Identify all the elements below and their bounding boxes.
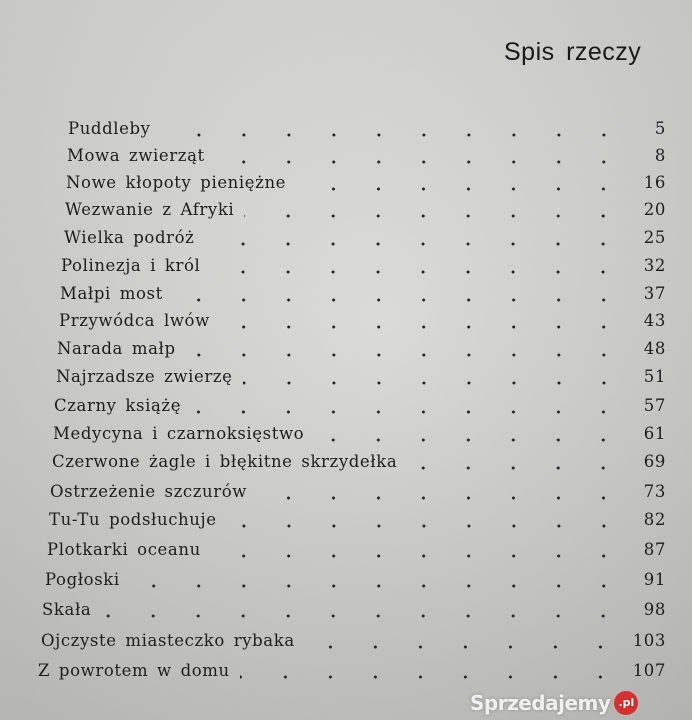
entry-title: Czarny książę xyxy=(54,396,182,415)
dot-leader xyxy=(244,213,626,219)
dot-leader xyxy=(242,380,626,386)
dot-leader xyxy=(210,269,626,275)
entry-page: 43 xyxy=(643,311,666,330)
dot-leader xyxy=(257,495,626,501)
entry-page: 48 xyxy=(643,339,666,358)
entry-page: 37 xyxy=(643,284,666,303)
toc-entry: Puddleby 5 xyxy=(68,119,666,143)
toc-entry: Pogłoski 91 xyxy=(45,570,666,594)
watermark-badge: .pl xyxy=(614,691,639,715)
entry-title: Najrzadsze zwierzę xyxy=(56,367,233,386)
entry-title: Małpi most xyxy=(60,284,163,303)
entry-title: Tu-Tu podsłuchuje xyxy=(49,510,217,529)
dot-leader xyxy=(239,674,623,680)
entry-page: 25 xyxy=(643,228,666,247)
entry-title: Mowa zwierząt xyxy=(67,146,205,165)
entry-page: 16 xyxy=(643,173,666,192)
entry-page: 57 xyxy=(643,396,666,415)
toc-entry: Nowe kłopoty pieniężne 16 xyxy=(66,173,666,197)
toc-entry: Plotkarki oceanu 87 xyxy=(47,540,666,564)
toc-entry: Medycyna i czarnoksięstwo 61 xyxy=(53,424,666,448)
dot-leader xyxy=(204,241,626,247)
entry-page: 98 xyxy=(643,600,666,619)
toc-entry: Narada małp 48 xyxy=(57,339,666,363)
toc-entry: Małpi most 37 xyxy=(60,284,666,308)
dot-leader xyxy=(191,409,626,415)
entry-page: 51 xyxy=(643,367,666,386)
entry-title: Puddleby xyxy=(68,119,151,138)
entry-page: 107 xyxy=(632,661,666,680)
dot-leader xyxy=(214,159,626,165)
toc-entry: Z powrotem w domu 107 xyxy=(38,661,666,685)
dot-leader xyxy=(129,583,626,589)
watermark-text: Sprzedajemy xyxy=(470,691,611,715)
dot-leader xyxy=(101,613,626,619)
dot-leader xyxy=(296,186,626,192)
entry-title: Pogłoski xyxy=(45,570,120,589)
entry-title: Ostrzeżenie szczurów xyxy=(50,482,248,501)
dot-leader xyxy=(407,465,626,471)
entry-title: Plotkarki oceanu xyxy=(47,540,201,559)
entry-title: Czerwone żagle i błękitne skrzydełka xyxy=(52,452,398,471)
entry-page: 73 xyxy=(643,482,666,501)
entry-page: 32 xyxy=(643,256,666,275)
entry-page: 91 xyxy=(643,570,666,589)
entry-title: Medycyna i czarnoksięstwo xyxy=(53,424,305,443)
entry-page: 61 xyxy=(643,424,666,443)
toc-entry: Czerwone żagle i błękitne skrzydełka 69 xyxy=(52,452,666,476)
dot-leader xyxy=(160,132,626,138)
toc-entry: Czarny książę 57 xyxy=(54,396,666,420)
entry-page: 20 xyxy=(643,200,666,219)
entry-title: Ojczyste miasteczko rybaka xyxy=(41,631,295,650)
toc-entry: Przywódca lwów 43 xyxy=(59,311,666,335)
entry-title: Wezwanie z Afryki xyxy=(65,200,235,219)
entry-title: Z powrotem w domu xyxy=(38,661,230,680)
toc-entry: Najrzadsze zwierzę 51 xyxy=(56,367,666,391)
toc-entry: Polinezja i król 32 xyxy=(61,256,666,280)
entry-page: 82 xyxy=(643,510,666,529)
entry-title: Wielka podróż xyxy=(64,228,195,247)
page-title: Spis rzeczy xyxy=(504,38,642,66)
dot-leader xyxy=(314,437,626,443)
dot-leader xyxy=(219,324,626,330)
entry-page: 5 xyxy=(654,119,666,138)
watermark-logo: Sprzedajemy .pl xyxy=(470,691,639,715)
toc-entry: Mowa zwierząt 8 xyxy=(67,146,666,170)
dot-leader xyxy=(185,352,626,358)
entry-title: Polinezja i król xyxy=(61,256,201,275)
toc-entry: Wielka podróż 25 xyxy=(64,228,666,252)
entry-page: 87 xyxy=(643,540,666,559)
toc-entry: Skała 98 xyxy=(42,600,666,624)
entry-page: 103 xyxy=(632,631,666,650)
entry-title: Nowe kłopoty pieniężne xyxy=(66,173,287,192)
entry-title: Skała xyxy=(42,600,92,619)
toc-entry: Wezwanie z Afryki 20 xyxy=(65,200,666,224)
entry-title: Przywódca lwów xyxy=(59,311,210,330)
toc-entry: Ostrzeżenie szczurów 73 xyxy=(50,482,666,506)
entry-page: 69 xyxy=(643,452,666,471)
dot-leader xyxy=(226,523,626,529)
entry-title: Narada małp xyxy=(57,339,176,358)
dot-leader xyxy=(210,553,626,559)
dot-leader xyxy=(172,297,626,303)
toc-entry: Ojczyste miasteczko rybaka 103 xyxy=(41,631,666,655)
entry-page: 8 xyxy=(654,146,666,165)
toc-entry: Tu-Tu podsłuchuje 82 xyxy=(49,510,666,534)
dot-leader xyxy=(304,644,623,650)
